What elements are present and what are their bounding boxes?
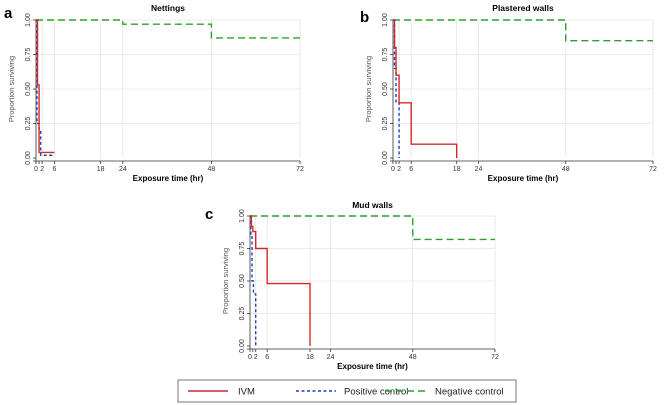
panel-c-y-tick-label-0: 0.00 [239,339,246,353]
panel-b-y-tick-label-2: 0.50 [382,82,389,96]
panel-a: a Nettings 0.00 0.25 0.50 0.75 1.00 0 2 6 18 24 48 72… [4,3,304,183]
panel-a-y-tick-label-2: 0.50 [25,82,32,96]
panel-c-x-axis-label: Exposure time (hr) [337,362,408,371]
panel-c-x-tick-label-72: 72 [491,354,499,361]
panel-b-y-tick-label-1: 0.25 [382,117,389,131]
panel-a-letter: a [4,5,13,22]
legend: IVM Positive control Negative control [177,379,517,403]
panel-b-y-tick-label-4: 1.00 [382,13,389,27]
panel-c-x-tick-label-6: 6 [265,354,269,361]
panel-c-x-tick-label-2: 2 [254,354,258,361]
panel-a-x-tick-label-24: 24 [119,166,127,173]
panel-b-title: Plastered walls [492,3,554,13]
panel-b-x-tick-label-24: 24 [475,166,483,173]
panel-c-x-tick-label-24: 24 [327,354,335,361]
panel-b-y-tick-label-3: 0.75 [382,48,389,62]
panel-c-letter: c [205,206,213,223]
panel-b-y-tick-label-0: 0.00 [382,151,389,165]
panel-b: b Plastered walls 0.00 0.25 0.50 0.75 1.00 0 2 6 1… [360,3,657,183]
panel-a-x-tick-label-48: 48 [208,166,216,173]
panel-b-series-negative-control [393,19,653,42]
panel-b-series-ivm [393,19,458,158]
panel-a-y-axis-label: Proportion surviving [7,56,16,122]
panel-c-y-tick-label-4: 1.00 [239,209,246,223]
panel-c-y-tick-label-2: 0.50 [239,274,246,288]
panel-a-x-tick-label-2: 2 [40,166,44,173]
panel-a-title: Nettings [151,3,185,13]
legend-box [177,379,517,403]
panel-c-x-tick-label-0: 0 [248,354,252,361]
panel-b-x-tick-label-2: 2 [397,166,401,173]
panel-c-y-tick-label-1: 0.25 [239,307,246,321]
legend-label-ivm: IVM [238,387,255,398]
panel-a-series-ivm [36,19,55,154]
panel-a-x-tick-label-6: 6 [53,166,57,173]
legend-label-negative-control: Negative control [435,387,504,398]
panel-a-series-negative-control [36,19,300,39]
panel-a-x-tick-label-72: 72 [296,166,304,173]
panel-c-x-tick-label-48: 48 [409,354,417,361]
panel-a-y-tick-label-3: 0.75 [25,48,32,62]
legend-item-ivm: IVM [188,387,255,398]
panel-a-x-axis-label: Exposure time (hr) [133,174,204,183]
panel-b-x-tick-label-72: 72 [649,166,657,173]
legend-item-negative-control: Negative control [385,387,504,398]
panel-a-x-tick-label-18: 18 [97,166,105,173]
panel-c-title: Mud walls [352,200,393,210]
panel-b-y-axis-label: Proportion surviving [364,56,373,122]
panel-c-series-negative-control [250,215,495,241]
panel-c-x-tick-label-18: 18 [306,354,314,361]
panel-a-y-tick-label-1: 0.25 [25,117,32,131]
panel-b-x-tick-label-48: 48 [562,166,570,173]
panel-b-letter: b [360,9,369,26]
panel-c: c Mud walls 0.00 0.25 0.50 0.75 1.00 0 2 6 18 24 48 7… [205,200,499,371]
panel-b-x-tick-label-6: 6 [409,166,413,173]
panel-c-y-tick-label-3: 0.75 [239,242,246,256]
panel-a-x-tick-label-0: 0 [34,166,38,173]
panel-b-x-axis-label: Exposure time (hr) [488,174,559,183]
panel-a-y-tick-label-0: 0.00 [25,151,32,165]
legend-label-positive-control: Positive control [344,387,408,398]
legend-item-positive-control: Positive control [296,387,408,398]
panel-c-y-axis-label: Proportion surviving [221,248,230,314]
panel-a-y-tick-label-4: 1.00 [25,13,32,27]
panel-b-x-tick-label-18: 18 [453,166,461,173]
panel-c-series-ivm [250,215,311,346]
panel-b-x-tick-label-0: 0 [391,166,395,173]
